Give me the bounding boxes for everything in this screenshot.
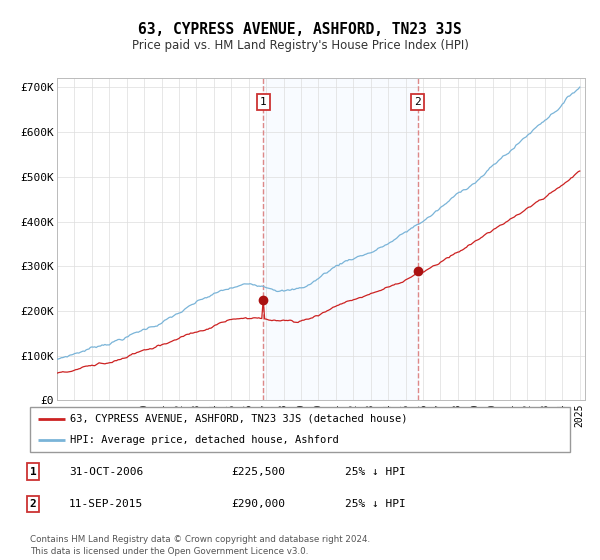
Text: 63, CYPRESS AVENUE, ASHFORD, TN23 3JS (detached house): 63, CYPRESS AVENUE, ASHFORD, TN23 3JS (d… [71,414,408,424]
Text: 11-SEP-2015: 11-SEP-2015 [69,499,143,509]
Text: 1: 1 [260,97,266,106]
Text: 31-OCT-2006: 31-OCT-2006 [69,466,143,477]
Bar [263,78,418,400]
Text: Price paid vs. HM Land Registry's House Price Index (HPI): Price paid vs. HM Land Registry's House … [131,39,469,52]
Text: 25% ↓ HPI: 25% ↓ HPI [345,466,406,477]
Text: Contains HM Land Registry data © Crown copyright and database right 2024.
This d: Contains HM Land Registry data © Crown c… [30,535,370,556]
Text: 2: 2 [414,97,421,106]
Text: HPI: Average price, detached house, Ashford: HPI: Average price, detached house, Ashf… [71,435,339,445]
Text: 2: 2 [29,499,37,509]
Text: £225,500: £225,500 [231,466,285,477]
FancyBboxPatch shape [30,407,570,452]
Text: 25% ↓ HPI: 25% ↓ HPI [345,499,406,509]
Text: 1: 1 [29,466,37,477]
Text: £290,000: £290,000 [231,499,285,509]
Text: 63, CYPRESS AVENUE, ASHFORD, TN23 3JS: 63, CYPRESS AVENUE, ASHFORD, TN23 3JS [138,22,462,38]
